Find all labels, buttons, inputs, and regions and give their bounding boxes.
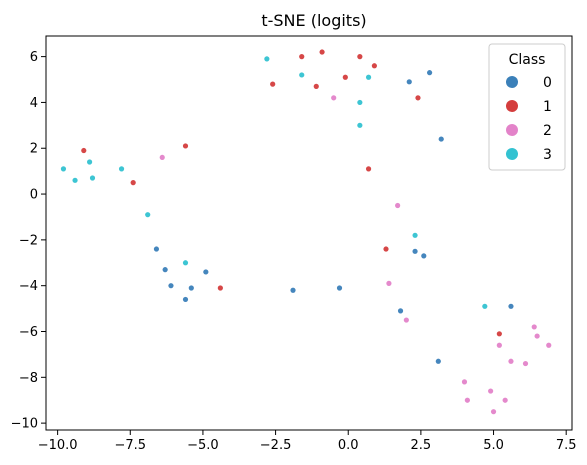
y-tick-label: −6: [19, 325, 38, 340]
x-tick-label: −2.5: [260, 438, 292, 453]
legend-label-class-2: 2: [543, 123, 552, 139]
point-class-3: [365, 74, 372, 80]
point-class-0: [438, 136, 444, 142]
x-tick-label: 5.0: [483, 438, 504, 453]
x-tick-label: −5.0: [187, 438, 219, 453]
y-tick-label: 2: [30, 142, 38, 157]
y-axis: −10 −8 −6 −4 −2 0 2 4 6: [11, 50, 46, 432]
point-class-0: [168, 283, 174, 289]
point-class-0: [406, 79, 412, 85]
y-tick-label: −8: [19, 371, 38, 386]
point-class-1: [496, 331, 502, 337]
point-class-3: [357, 99, 363, 106]
point-class-3: [145, 212, 151, 218]
point-class-1: [270, 81, 276, 87]
point-class-1: [299, 54, 305, 60]
legend-box: [488, 43, 566, 171]
chart-title: t-SNE (logits): [261, 11, 366, 30]
x-tick-label: −7.5: [114, 438, 146, 453]
point-class-0: [508, 303, 514, 309]
legend-marker-class-0: [506, 76, 518, 88]
point-class-1: [81, 147, 87, 154]
point-class-0: [412, 248, 418, 254]
y-tick-label: −10: [11, 417, 38, 432]
point-class-0: [162, 267, 168, 273]
point-class-2: [461, 379, 468, 385]
legend-marker-class-1: [506, 100, 518, 112]
point-class-2: [395, 202, 401, 209]
point-class-3: [118, 166, 125, 172]
point-class-2: [534, 333, 540, 339]
y-tick-label: 6: [30, 50, 38, 65]
point-class-2: [502, 397, 508, 403]
point-class-0: [421, 253, 427, 259]
point-class-2: [522, 360, 529, 367]
point-class-0: [427, 70, 433, 76]
point-class-1: [342, 74, 348, 80]
point-class-3: [299, 72, 305, 78]
point-class-0: [188, 285, 194, 291]
legend-title: Class: [509, 52, 546, 68]
y-tick-label: −2: [19, 233, 38, 248]
x-tick-label: 0.0: [338, 438, 359, 453]
point-class-3: [182, 260, 189, 266]
y-tick-label: −4: [19, 279, 38, 294]
point-class-3: [72, 177, 78, 183]
y-tick-label: 0: [30, 188, 38, 203]
x-tick-label: 2.5: [411, 438, 432, 453]
point-class-2: [531, 324, 537, 330]
point-class-1: [371, 63, 377, 69]
point-class-2: [508, 358, 514, 364]
point-class-0: [435, 358, 441, 364]
point-class-0: [153, 246, 160, 252]
point-class-1: [415, 95, 421, 101]
point-class-1: [182, 143, 189, 149]
point-class-1: [365, 166, 372, 172]
x-tick-label: 7.5: [556, 438, 577, 453]
points-layer: [60, 49, 552, 415]
legend-marker-class-3: [506, 148, 518, 160]
point-class-2: [386, 280, 392, 286]
legend-entries: 0 1 2 3: [506, 75, 552, 163]
axes-frame: [45, 35, 573, 431]
legend-label-class-0: 0: [543, 75, 552, 91]
legend-label-class-1: 1: [543, 99, 552, 115]
point-class-0: [203, 269, 209, 275]
point-class-0: [336, 285, 343, 291]
point-class-1: [313, 83, 319, 89]
point-class-2: [464, 397, 470, 403]
point-class-3: [86, 159, 93, 165]
point-class-2: [159, 154, 165, 161]
point-class-0: [290, 287, 296, 293]
point-class-3: [357, 122, 363, 128]
point-class-3: [412, 232, 418, 238]
point-class-3: [482, 303, 488, 309]
point-class-2: [496, 342, 502, 348]
point-class-1: [319, 49, 325, 55]
legend-marker-class-2: [506, 124, 518, 136]
point-class-0: [397, 308, 404, 314]
x-tick-label: −10.0: [38, 438, 78, 453]
point-class-1: [217, 285, 223, 291]
point-class-2: [546, 342, 552, 348]
point-class-2: [403, 317, 409, 323]
point-class-1: [130, 180, 136, 186]
point-class-0: [182, 296, 189, 303]
point-class-1: [383, 246, 389, 252]
point-class-2: [490, 409, 497, 415]
point-class-2: [488, 388, 494, 394]
point-class-3: [60, 166, 67, 172]
legend-label-class-3: 3: [543, 147, 552, 163]
y-tick-label: 4: [30, 96, 38, 111]
point-class-2: [331, 95, 337, 101]
point-class-3: [89, 175, 96, 181]
legend: Class 0 1 2 3: [488, 43, 566, 171]
x-axis: −10.0 −7.5 −5.0 −2.5 0.0 2.5 5.0 7.5: [38, 430, 577, 453]
point-class-1: [357, 54, 363, 60]
point-class-3: [264, 56, 270, 62]
